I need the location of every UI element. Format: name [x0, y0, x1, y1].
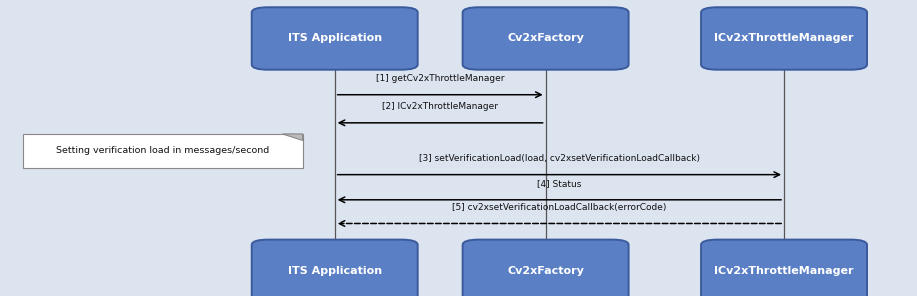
Text: [4] Status: [4] Status [537, 179, 581, 188]
Polygon shape [282, 134, 303, 140]
Text: [2] ICv2xThrottleManager: [2] ICv2xThrottleManager [382, 102, 498, 111]
FancyBboxPatch shape [462, 240, 629, 296]
Text: Setting verification load in messages/second: Setting verification load in messages/se… [56, 147, 270, 155]
Text: Cv2xFactory: Cv2xFactory [507, 266, 584, 276]
FancyBboxPatch shape [251, 240, 418, 296]
Text: [3] setVerificationLoad(load, cv2xsetVerificationLoadCallback): [3] setVerificationLoad(load, cv2xsetVer… [419, 154, 700, 163]
FancyBboxPatch shape [701, 240, 867, 296]
Text: ICv2xThrottleManager: ICv2xThrottleManager [714, 266, 854, 276]
Text: ITS Application: ITS Application [288, 33, 381, 44]
Text: ITS Application: ITS Application [288, 266, 381, 276]
FancyBboxPatch shape [23, 134, 303, 168]
FancyBboxPatch shape [251, 7, 418, 70]
Text: Cv2xFactory: Cv2xFactory [507, 33, 584, 44]
FancyBboxPatch shape [701, 7, 867, 70]
Text: ICv2xThrottleManager: ICv2xThrottleManager [714, 33, 854, 44]
FancyBboxPatch shape [462, 7, 629, 70]
Text: [1] getCv2xThrottleManager: [1] getCv2xThrottleManager [376, 74, 504, 83]
Text: [5] cv2xsetVerificationLoadCallback(errorCode): [5] cv2xsetVerificationLoadCallback(erro… [452, 203, 667, 212]
